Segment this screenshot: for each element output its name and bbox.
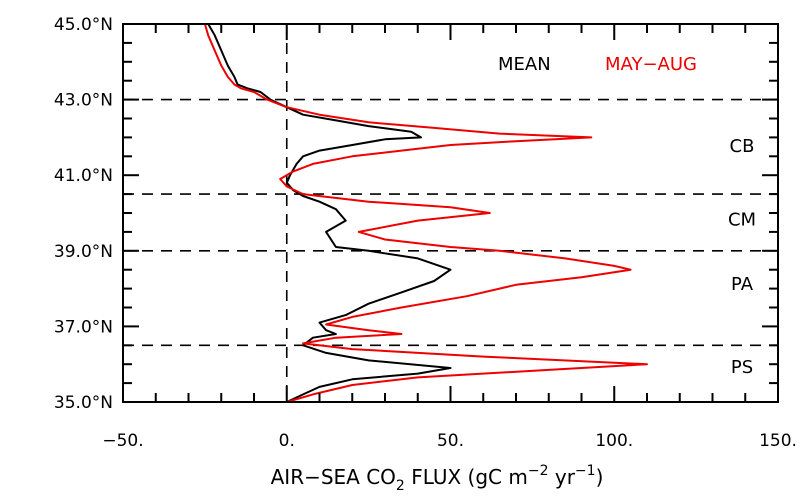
- y-tick-label: 43.0°N: [54, 91, 113, 111]
- legend: MEAN MAY−AUG: [498, 54, 697, 75]
- region-labels: CB CM PA PS: [728, 136, 756, 378]
- y-tick-label: 45.0°N: [54, 15, 113, 35]
- x-axis-title: AIR−SEA CO2 FLUX (gC m−2 yr−1): [271, 463, 604, 494]
- y-tick-label: 39.0°N: [54, 242, 113, 262]
- y-tick-labels: 35.0°N 37.0°N 39.0°N 41.0°N 43.0°N 45.0°N: [54, 15, 113, 413]
- legend-mean: MEAN: [498, 54, 551, 75]
- x-tick-label: 0.: [279, 431, 295, 451]
- y-tick-label: 41.0°N: [54, 166, 113, 186]
- y-tick-label: 35.0°N: [54, 393, 113, 413]
- y-tick-label: 37.0°N: [54, 317, 113, 337]
- region-label-ps: PS: [731, 357, 753, 378]
- region-label-pa: PA: [731, 274, 754, 295]
- region-label-cm: CM: [728, 210, 756, 231]
- region-label-cb: CB: [730, 136, 755, 157]
- x-tick-labels: −50. 0. 50. 100. 150.: [102, 431, 797, 451]
- x-tick-label: 150.: [759, 431, 797, 451]
- series-line-may-aug: [203, 23, 648, 403]
- axis-ticks: [122, 23, 779, 403]
- series-group: [203, 23, 648, 403]
- x-tick-label: 100.: [595, 431, 633, 451]
- legend-may-aug: MAY−AUG: [605, 54, 697, 75]
- series-line-mean: [207, 23, 452, 403]
- x-tick-label: −50.: [102, 431, 143, 451]
- region-boundary-lines: [123, 98, 778, 347]
- x-tick-label: 50.: [437, 431, 464, 451]
